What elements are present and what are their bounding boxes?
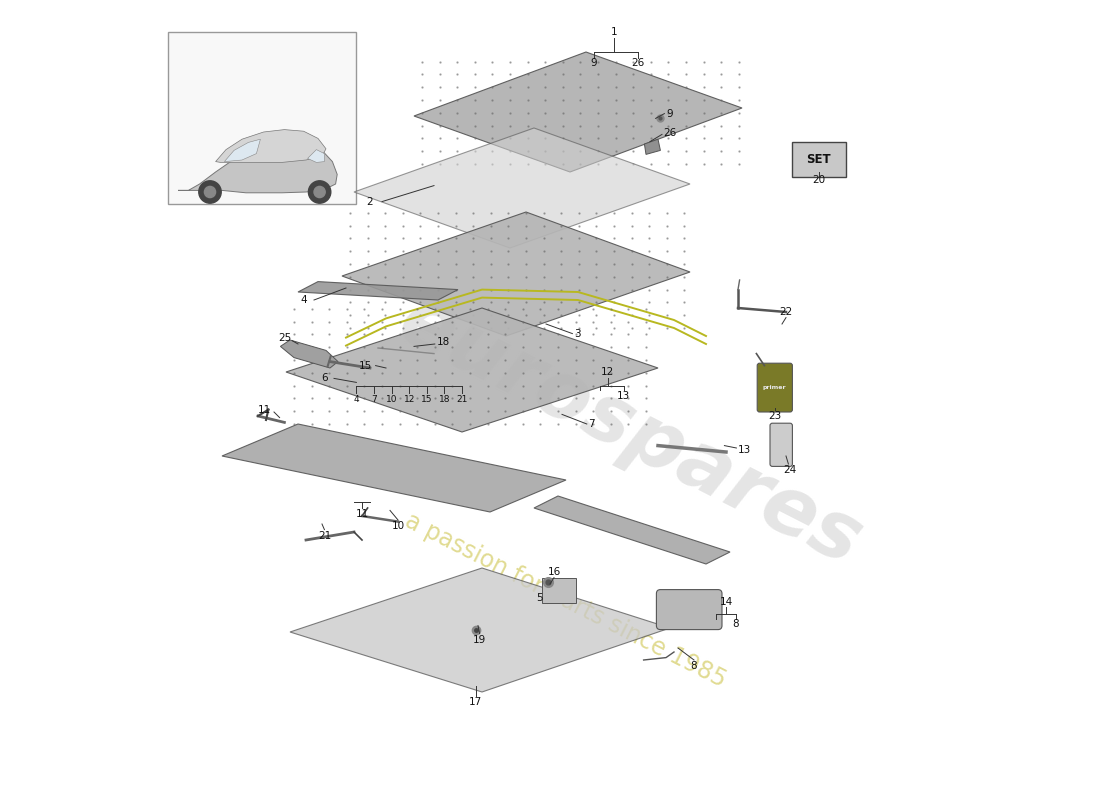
Polygon shape: [224, 139, 261, 162]
Text: 13: 13: [617, 391, 630, 401]
Text: 2: 2: [366, 197, 373, 206]
Text: 21: 21: [318, 531, 331, 541]
Text: primer: primer: [763, 386, 786, 390]
Text: 15: 15: [421, 394, 432, 404]
Text: 12: 12: [601, 367, 614, 377]
Text: 14: 14: [719, 597, 733, 606]
Text: 13: 13: [738, 445, 751, 454]
Polygon shape: [308, 150, 324, 162]
Text: 8: 8: [733, 619, 739, 629]
Text: eurospares: eurospares: [385, 282, 874, 582]
Text: 23: 23: [768, 411, 781, 421]
Text: 9: 9: [666, 109, 672, 118]
Circle shape: [308, 181, 331, 203]
Circle shape: [205, 186, 216, 198]
Text: 19: 19: [473, 635, 486, 645]
Text: 17: 17: [469, 698, 482, 707]
FancyBboxPatch shape: [757, 363, 792, 412]
Text: 1: 1: [610, 27, 617, 37]
FancyBboxPatch shape: [657, 590, 722, 630]
Text: 21: 21: [456, 394, 468, 404]
FancyBboxPatch shape: [770, 423, 792, 466]
Polygon shape: [290, 568, 670, 692]
Text: 25: 25: [278, 334, 292, 343]
Polygon shape: [280, 340, 338, 368]
Text: SET: SET: [806, 153, 832, 166]
Text: 4: 4: [300, 295, 307, 305]
Text: 3: 3: [574, 329, 581, 338]
Polygon shape: [178, 142, 338, 193]
Polygon shape: [216, 130, 326, 162]
Circle shape: [199, 181, 221, 203]
Text: 15: 15: [359, 361, 373, 370]
Text: 18: 18: [437, 337, 450, 346]
Text: 26: 26: [663, 128, 676, 138]
Polygon shape: [222, 424, 566, 512]
Text: 4: 4: [353, 394, 360, 404]
Polygon shape: [354, 128, 690, 248]
Text: 12: 12: [404, 394, 415, 404]
Polygon shape: [342, 212, 690, 336]
Text: 5: 5: [537, 593, 543, 602]
Text: 11: 11: [257, 405, 271, 414]
Polygon shape: [534, 496, 730, 564]
Circle shape: [314, 186, 326, 198]
Polygon shape: [645, 139, 660, 154]
FancyBboxPatch shape: [542, 578, 575, 603]
Text: 18: 18: [439, 394, 450, 404]
Text: a passion for parts since 1985: a passion for parts since 1985: [402, 508, 730, 692]
Text: 8: 8: [691, 661, 697, 670]
Text: 22: 22: [780, 307, 793, 317]
Text: 26: 26: [631, 58, 645, 68]
Text: 10: 10: [392, 521, 405, 530]
FancyBboxPatch shape: [792, 142, 846, 177]
FancyBboxPatch shape: [167, 32, 355, 204]
Text: 7: 7: [371, 394, 377, 404]
Text: 9: 9: [591, 58, 597, 68]
Text: 24: 24: [783, 465, 796, 474]
Polygon shape: [298, 282, 458, 300]
Text: 11: 11: [355, 509, 368, 518]
Text: 7: 7: [588, 419, 595, 429]
Text: 10: 10: [386, 394, 397, 404]
Text: 16: 16: [548, 567, 561, 577]
Polygon shape: [414, 52, 742, 172]
Text: 20: 20: [812, 175, 825, 185]
Polygon shape: [286, 308, 658, 432]
Text: 6: 6: [321, 374, 328, 383]
